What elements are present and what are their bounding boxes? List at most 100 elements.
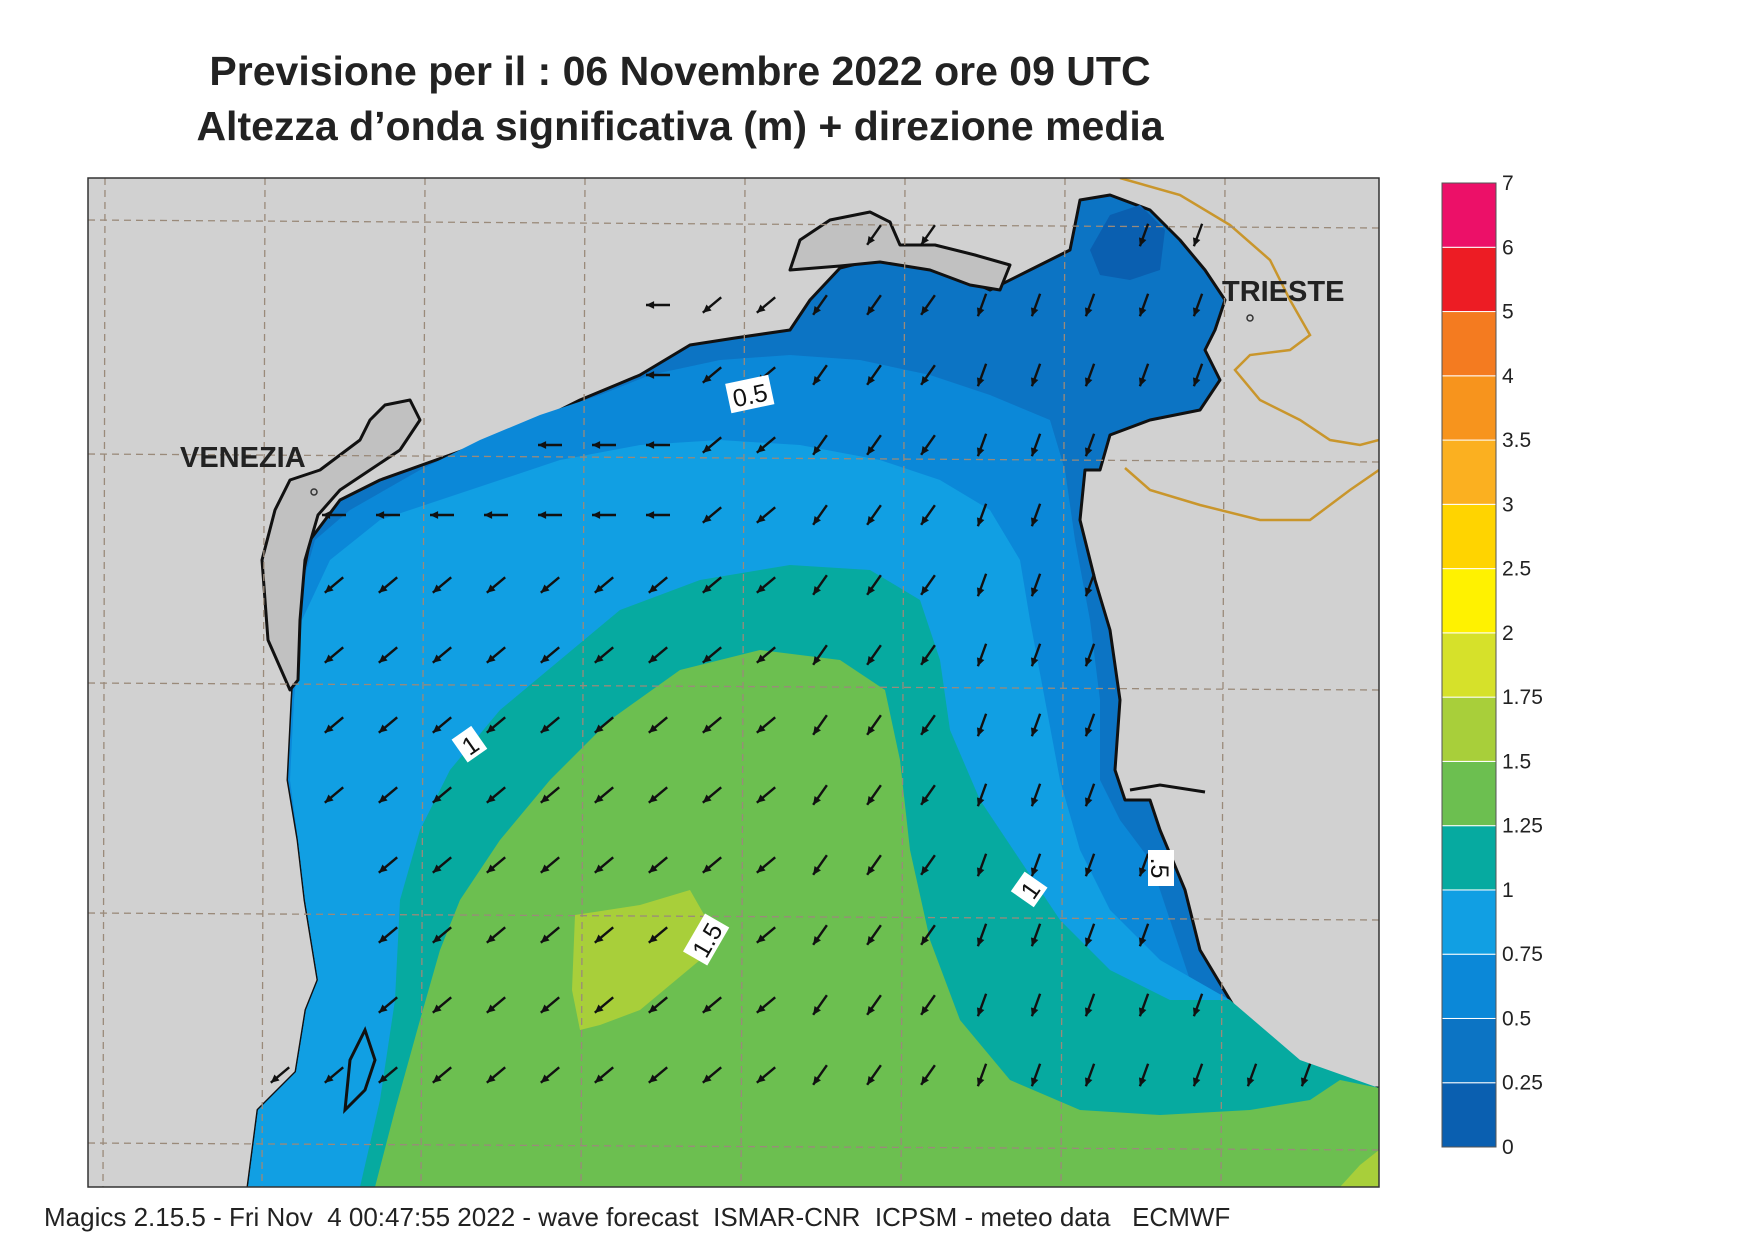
wave-arrow-head	[756, 514, 766, 523]
colorbar-label: 3.5	[1502, 429, 1531, 452]
wave-arrow-head	[1030, 517, 1039, 527]
wave-arrow-head	[756, 1074, 766, 1083]
wave-arrow-head	[813, 585, 821, 595]
wave-arrow-head	[1138, 867, 1147, 877]
city-marker-trieste	[1246, 314, 1254, 322]
wave-arrow-head	[702, 724, 712, 733]
colorbar: 0 0.25 0.5 0.75 1 1.25 1.5 1.75 2 2.5 3 3.5 4 5 6 7	[1441, 172, 1543, 1159]
wave-arrow-head	[921, 235, 929, 245]
wave-arrow-head	[540, 584, 550, 593]
wave-band-0-corner	[1090, 205, 1165, 280]
wave-arrow-head	[646, 511, 655, 519]
wave-arrow-head	[1300, 1077, 1309, 1087]
wave-arrow-head	[702, 794, 712, 803]
wave-arrow-head	[648, 864, 658, 873]
wave-arrow-head	[486, 864, 496, 873]
wave-arrow-head	[921, 795, 929, 805]
colorbar-swatch	[1441, 439, 1497, 505]
colorbar-label: 5	[1502, 301, 1514, 324]
colorbar-label: 1.25	[1502, 815, 1543, 838]
wave-arrow-head	[1084, 447, 1093, 457]
wave-arrow-head	[432, 864, 442, 873]
wave-arrow-head	[324, 794, 334, 803]
wave-arrow-head	[486, 584, 496, 593]
wave-arrow-head	[702, 1004, 712, 1013]
wave-arrow-head	[432, 794, 442, 803]
wave-arrow-head	[324, 724, 334, 733]
wave-arrow-head	[592, 441, 601, 449]
wave-arrow-head	[976, 867, 985, 877]
colorbar-swatch	[1441, 503, 1497, 570]
colorbar-label: 0.75	[1502, 943, 1543, 966]
wave-arrow-head	[756, 654, 766, 663]
wave-arrow-head	[1138, 1007, 1147, 1017]
colorbar-swatch	[1441, 889, 1497, 955]
wave-arrow-head	[921, 725, 929, 735]
wave-arrow-head	[976, 797, 985, 807]
wave-arrow-head	[813, 515, 821, 525]
wave-arrow-head	[648, 1074, 658, 1083]
wave-arrow-head	[376, 511, 385, 519]
wave-arrow-head	[1138, 1077, 1147, 1087]
wave-arrow-head	[702, 864, 712, 873]
wave-arrow-head	[921, 655, 929, 665]
wave-arrow-head	[702, 374, 712, 383]
wave-arrow-head	[1030, 797, 1039, 807]
city-marker-venezia	[310, 488, 318, 496]
wave-arrow-head	[813, 655, 821, 665]
wave-arrow-head	[594, 794, 604, 803]
wave-arrow-head	[702, 584, 712, 593]
wave-arrow-head	[756, 444, 766, 453]
wave-arrow-head	[486, 934, 496, 943]
graticule	[88, 178, 1379, 1187]
wave-arrow-head	[756, 794, 766, 803]
wave-arrow-head	[378, 584, 388, 593]
trieste-coast-detail	[1129, 783, 1206, 794]
wave-arrow-head	[486, 724, 496, 733]
wave-arrow-head	[921, 1005, 929, 1015]
wave-arrow-head	[594, 654, 604, 663]
wave-arrow-head	[813, 375, 821, 385]
colorbar-swatch	[1441, 568, 1497, 634]
wave-arrow-head	[976, 377, 985, 387]
wave-arrow-head	[756, 1004, 766, 1013]
wave-arrow-head	[594, 1004, 604, 1013]
wave-arrow-head	[813, 1005, 821, 1015]
wave-arrow-head	[484, 511, 493, 519]
wave-arrow-head	[486, 1004, 496, 1013]
wave-arrow-head	[432, 584, 442, 593]
contour-label-text: .5	[1145, 858, 1173, 879]
wave-arrow-head	[486, 1074, 496, 1083]
colorbar-swatch	[1441, 246, 1497, 313]
colorbar-swatch	[1441, 375, 1497, 441]
wave-arrow-head	[756, 584, 766, 593]
colorbar-label: 0	[1502, 1136, 1514, 1159]
wave-arrow-head	[921, 515, 929, 525]
colorbar-swatch	[1441, 311, 1497, 377]
wave-arrow-head	[813, 935, 821, 945]
colorbar-label: 0.5	[1502, 1007, 1531, 1030]
wave-arrow-head	[646, 301, 655, 309]
colorbar-label: 0.25	[1502, 1072, 1543, 1095]
wave-arrow-head	[324, 584, 334, 593]
wave-arrow-head	[1138, 237, 1147, 247]
wave-arrow-head	[432, 724, 442, 733]
wave-arrow-head	[648, 724, 658, 733]
map-frame	[87, 177, 1380, 1188]
wave-arrow-head	[1084, 727, 1093, 737]
city-label-trieste: TRIESTE	[1222, 276, 1344, 308]
wave-arrow-head	[1030, 587, 1039, 597]
colorbar-label: 2.5	[1502, 558, 1531, 581]
wave-arrow-head	[322, 511, 331, 519]
wave-arrow-head	[540, 794, 550, 803]
wave-arrow-head	[594, 864, 604, 873]
wave-arrow-head	[270, 1074, 280, 1083]
city-label-venezia: VENEZIA	[180, 442, 306, 474]
wave-arrow-head	[1084, 587, 1093, 597]
wave-arrow-head	[756, 304, 766, 313]
wave-arrow-head	[1030, 867, 1039, 877]
wave-arrow-head	[432, 654, 442, 663]
north-lagoon	[788, 210, 1012, 292]
wave-arrow-head	[1030, 1077, 1039, 1087]
